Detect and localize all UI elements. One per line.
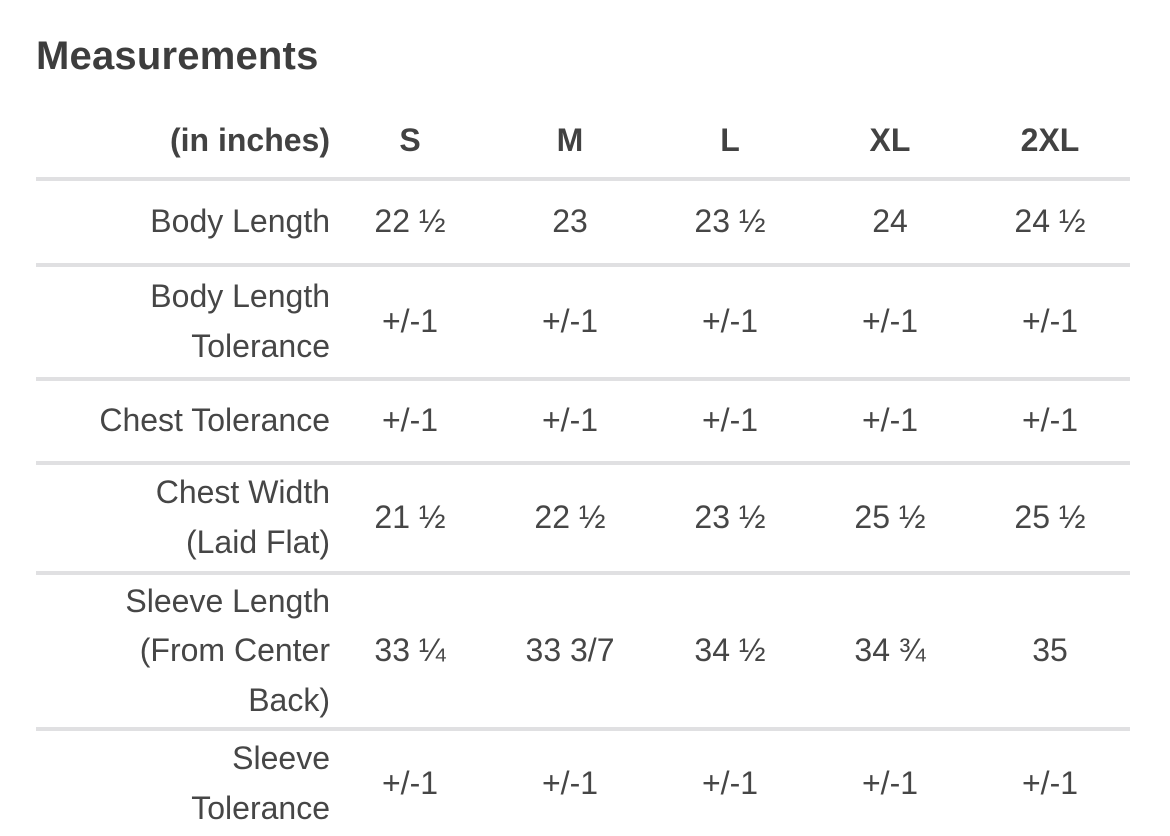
row-label: Body Length: [150, 203, 330, 240]
cell-value: +/-1: [701, 402, 759, 439]
table-row: Body Length Tolerance +/-1 +/-1 +/-1 +/-…: [36, 265, 1130, 379]
measurements-table: (in inches) S M L XL 2XL Body Length 22 …: [36, 105, 1130, 836]
row-label: Chest Width (Laid Flat): [155, 474, 330, 560]
cell-value: +/-1: [1021, 303, 1079, 340]
column-header-s: S: [399, 122, 421, 159]
cell-value: +/-1: [381, 402, 439, 439]
cell-value: 24: [872, 203, 908, 240]
unit-label: (in inches): [169, 122, 330, 159]
cell-value: 23 ½: [694, 203, 766, 240]
cell-value: +/-1: [1021, 402, 1079, 439]
page-title: Measurements: [36, 34, 319, 78]
column-header-xl: XL: [869, 122, 911, 159]
cell-value: +/-1: [701, 303, 759, 340]
cell-value: 21 ½: [374, 499, 446, 536]
cell-value: 34 ½: [694, 632, 766, 669]
cell-value: +/-1: [1021, 764, 1079, 801]
cell-value: +/-1: [861, 402, 919, 439]
cell-value: +/-1: [861, 303, 919, 340]
column-header-2xl: 2XL: [1020, 122, 1080, 159]
cell-value: +/-1: [541, 402, 599, 439]
row-label: Sleeve Length (From Center Back): [125, 582, 330, 718]
cell-value: 35: [1032, 632, 1068, 669]
row-label: Sleeve Tolerance: [191, 739, 330, 826]
cell-value: 22 ½: [374, 203, 446, 240]
cell-value: +/-1: [381, 303, 439, 340]
table-row: Sleeve Length (From Center Back) 33 ¼ 33…: [36, 573, 1130, 729]
table-row: Chest Width (Laid Flat) 21 ½ 22 ½ 23 ½ 2…: [36, 463, 1130, 573]
column-header-l: L: [720, 122, 740, 159]
cell-value: 23: [552, 203, 588, 240]
table-row: Sleeve Tolerance +/-1 +/-1 +/-1 +/-1 +/-…: [36, 729, 1130, 836]
cell-value: 25 ½: [854, 499, 926, 536]
cell-value: +/-1: [541, 764, 599, 801]
cell-value: 23 ½: [694, 499, 766, 536]
cell-value: 24 ½: [1014, 203, 1086, 240]
cell-value: +/-1: [701, 764, 759, 801]
table-row: Chest Tolerance +/-1 +/-1 +/-1 +/-1 +/-1: [36, 379, 1130, 463]
row-label: Chest Tolerance: [99, 402, 330, 439]
cell-value: 25 ½: [1014, 499, 1086, 536]
cell-value: 34 ¾: [854, 632, 926, 669]
cell-value: +/-1: [861, 764, 919, 801]
cell-value: 33 3/7: [525, 632, 615, 669]
column-header-m: M: [556, 122, 584, 159]
row-label: Body Length Tolerance: [150, 278, 330, 364]
cell-value: +/-1: [381, 764, 439, 801]
cell-value: 33 ¼: [374, 632, 446, 669]
cell-value: 22 ½: [534, 499, 606, 536]
header-row: (in inches) S M L XL 2XL: [36, 105, 1130, 179]
cell-value: +/-1: [541, 303, 599, 340]
table-row: Body Length 22 ½ 23 23 ½ 24 24 ½: [36, 179, 1130, 265]
